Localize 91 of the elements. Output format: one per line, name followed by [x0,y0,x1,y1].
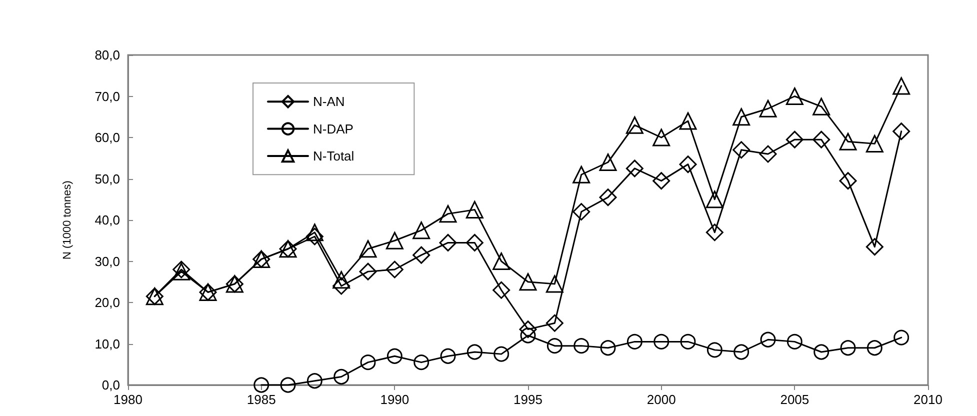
point [412,246,430,264]
point [734,344,750,360]
point [706,224,724,242]
point [680,334,696,350]
point [599,188,617,206]
point [892,77,910,95]
point [440,348,456,364]
point [840,340,856,356]
legend-label: N-AN [313,94,345,110]
point [626,160,644,178]
y-axis-title: N (1000 tonnes) [62,180,74,260]
point [600,340,616,356]
point [759,100,777,118]
point [332,271,350,289]
point [814,344,830,360]
point [359,262,377,280]
y-tick-label: 60,0 [94,130,120,145]
legend-label: N-DAP [313,121,354,136]
point [812,98,830,116]
point [706,342,722,358]
y-tick-label: 50,0 [94,171,120,186]
point [546,338,562,354]
y-tick-label: 0,0 [102,378,120,392]
point [786,334,802,350]
point [866,134,884,152]
x-tick-label: 1995 [514,392,542,407]
point [466,200,484,218]
point [519,273,537,291]
point [786,88,804,105]
point [574,338,590,354]
x-tick-label: 1985 [246,392,276,407]
point [546,275,564,293]
point [839,132,857,150]
point [866,340,882,356]
point [332,277,350,295]
point [732,108,750,126]
point [786,130,804,148]
point [466,234,484,252]
y-tick-label: 10,0 [94,336,120,352]
point [892,122,910,140]
point [414,354,430,370]
point [519,320,537,338]
point [306,373,322,389]
point [412,222,430,240]
point [706,190,724,208]
point [546,314,564,332]
x-tick-label: 1990 [380,392,410,407]
point [466,344,482,360]
point [360,354,376,370]
point [492,281,510,299]
y-tick-label: 70,0 [94,88,120,104]
point [359,240,377,258]
point [760,332,776,348]
point [306,228,324,246]
point [652,128,670,146]
y-tick-label: 30,0 [94,254,120,269]
point [732,141,750,159]
point [894,330,910,346]
point [492,252,510,270]
point [334,369,350,384]
point [494,346,510,362]
point [626,116,644,134]
y-tick-label: 40,0 [94,212,120,228]
point [439,205,457,223]
point [866,238,884,256]
point [652,172,670,190]
point [654,334,670,350]
point [572,166,590,184]
x-tick-label: 2000 [646,392,676,407]
x-tick-label: 1980 [114,392,142,407]
legend-label: N-Total [313,148,354,164]
point [572,203,590,220]
point [306,224,324,242]
point [520,328,536,344]
x-tick-label: 2010 [914,392,942,407]
point [759,145,777,163]
point [679,112,697,130]
point [386,260,404,278]
point [386,232,404,250]
point [386,348,402,364]
point [280,377,296,393]
point [254,377,270,393]
point [599,154,617,171]
x-tick-label: 2005 [780,392,810,407]
point [839,172,857,190]
y-tick-label: 20,0 [94,295,120,310]
point [439,234,457,252]
y-tick-label: 80,0 [94,48,120,62]
point [626,334,642,350]
point [812,130,830,148]
point [679,156,697,174]
